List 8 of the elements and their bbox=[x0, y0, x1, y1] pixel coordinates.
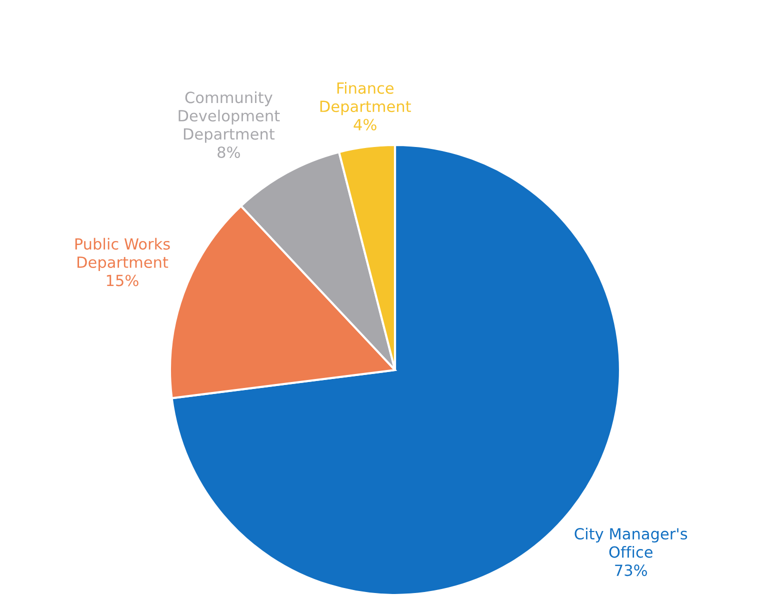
slice-label: Public Works Department bbox=[75, 238, 170, 271]
data-label: 8% bbox=[218, 146, 240, 158]
slice-label: City Manager's Office bbox=[574, 528, 688, 558]
slice-label: Community Development Department bbox=[178, 91, 280, 143]
data-label: 4% bbox=[354, 118, 376, 130]
data-label: 73% bbox=[615, 564, 647, 576]
slice-label: Finance Department bbox=[320, 82, 411, 116]
data-label: 15% bbox=[106, 274, 138, 286]
